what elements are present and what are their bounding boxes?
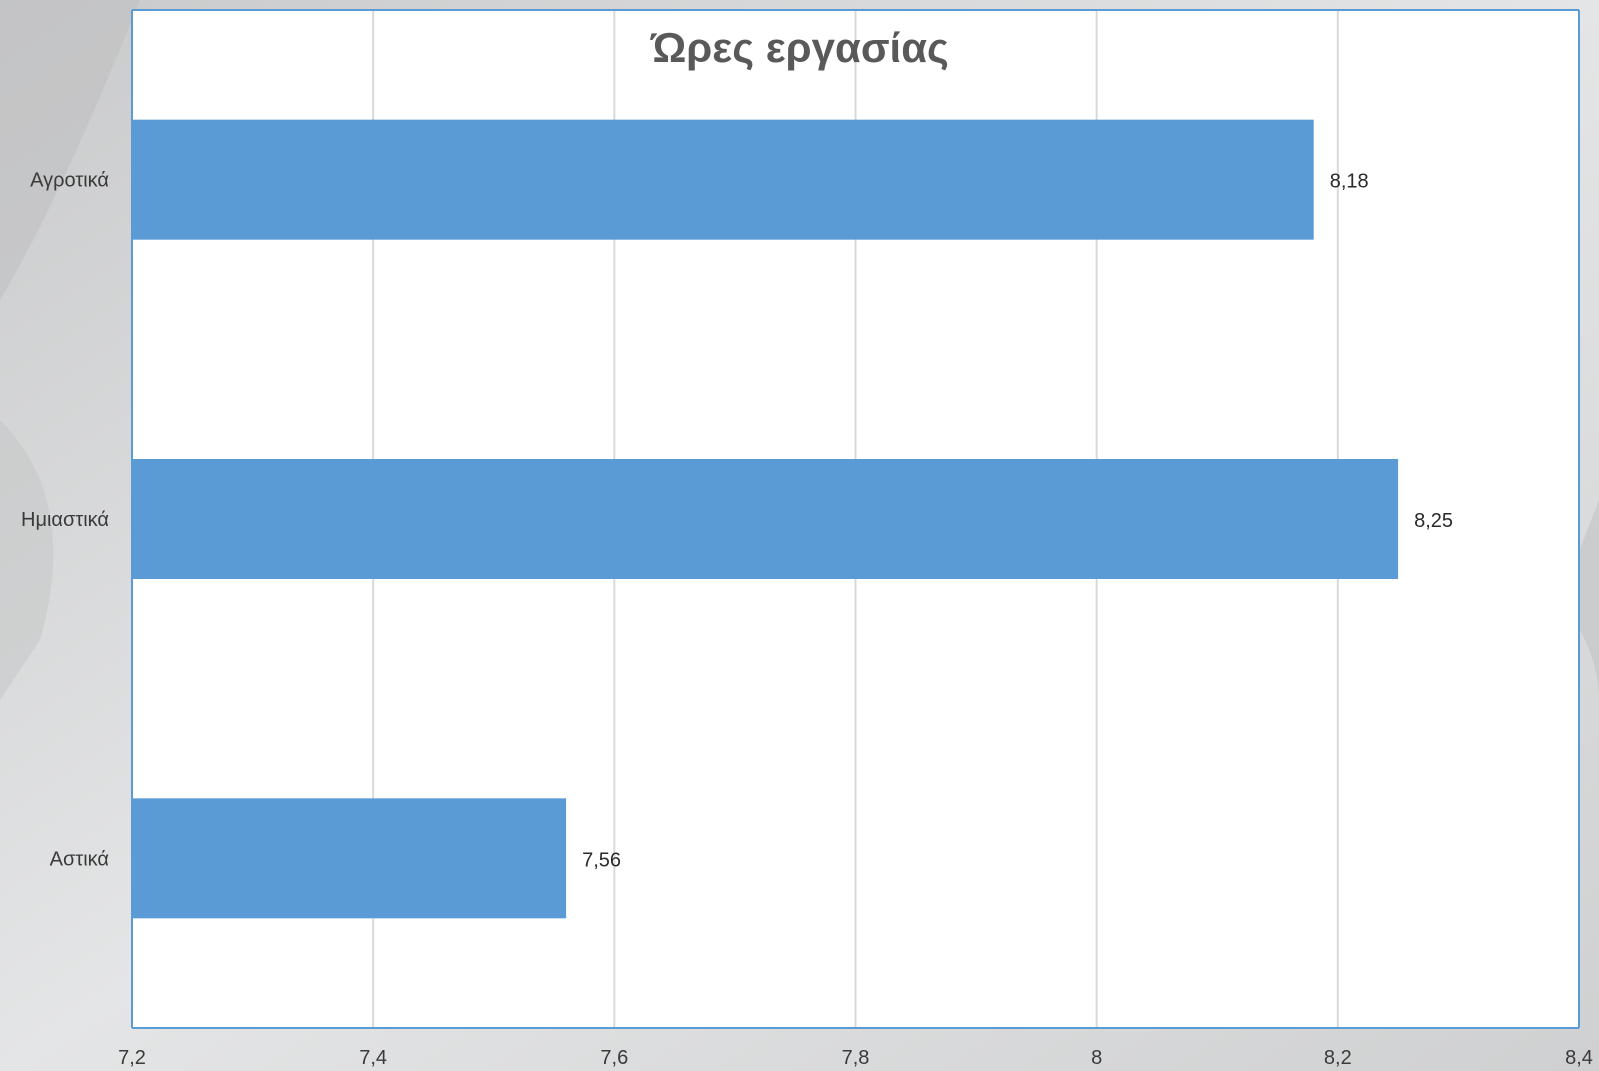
x-tick-labels: 7,2 7,4 7,6 7,8 8 8,2 8,4 [118,1047,1593,1069]
x-tick-label: 7,4 [359,1047,387,1069]
data-label: 8,18 [1330,171,1369,193]
data-label: 7,56 [582,849,621,871]
category-label: Ημιαστικά [21,509,109,531]
bar [132,119,1314,240]
x-tick-label: 8 [1091,1047,1102,1069]
category-label: Αστικά [50,848,109,870]
x-tick-label: 8,2 [1324,1047,1352,1069]
x-tick-label: 7,6 [600,1047,628,1069]
x-tick-label: 8,4 [1565,1047,1593,1069]
bar [132,798,567,919]
category-labels: Αγροτικά Ημιαστικά Αστικά [21,170,109,871]
bars [132,119,1399,919]
data-labels: 8,18 8,25 7,56 [582,171,1453,872]
chart-title: Ώρες εργασίας [650,24,949,71]
data-label: 8,25 [1414,510,1453,532]
x-tick-label: 7,8 [842,1047,870,1069]
x-tick-label: 7,2 [118,1047,146,1069]
bar [132,459,1399,579]
category-label: Αγροτικά [30,170,109,192]
